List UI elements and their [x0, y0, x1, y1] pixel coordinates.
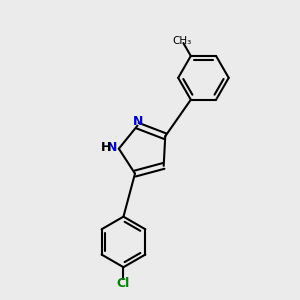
Text: H: H — [101, 141, 112, 154]
Text: N: N — [133, 115, 143, 128]
Text: CH₃: CH₃ — [172, 35, 191, 46]
Text: Cl: Cl — [117, 277, 130, 290]
Text: N: N — [107, 141, 118, 154]
